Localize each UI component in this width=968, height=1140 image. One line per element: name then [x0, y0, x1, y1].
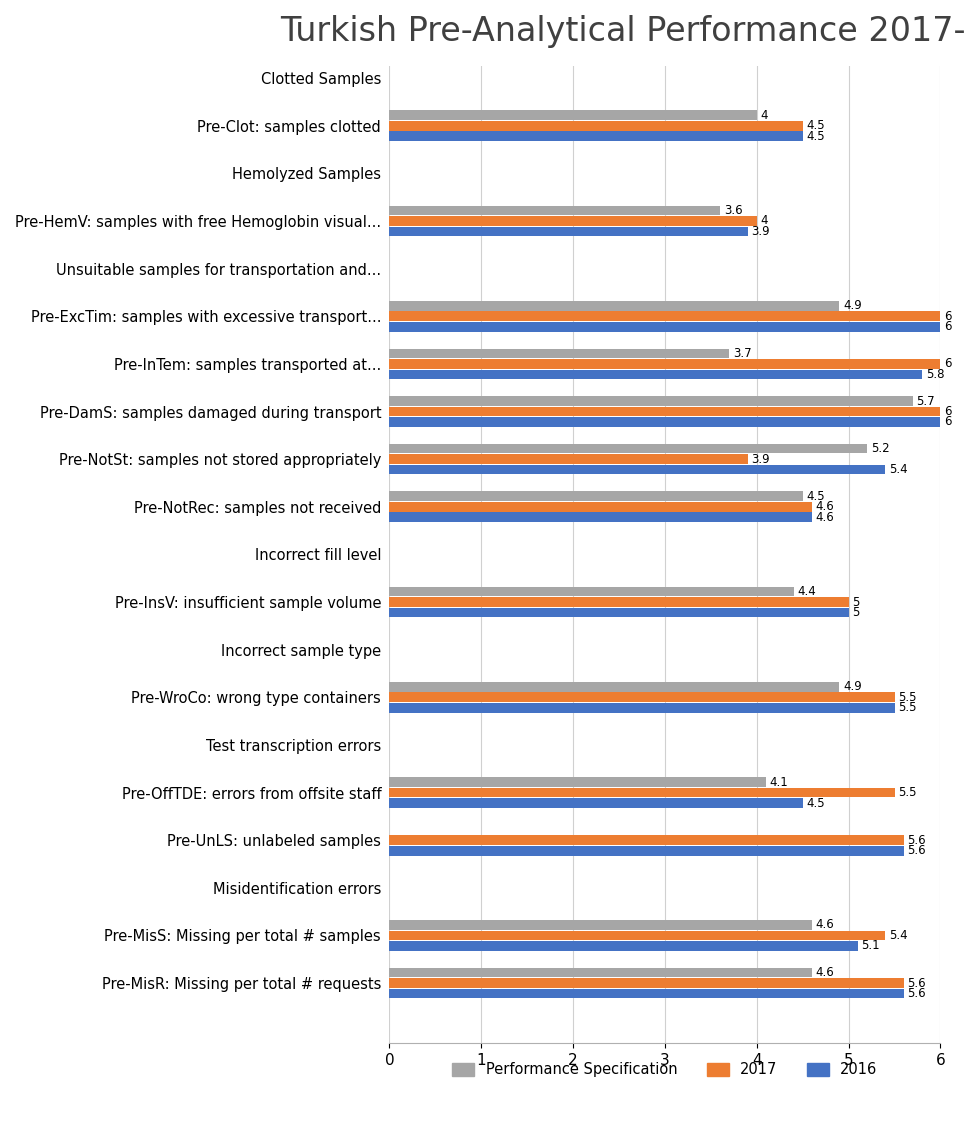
Bar — [389, 417, 941, 426]
Legend: Performance Specification, 2017, 2016: Performance Specification, 2017, 2016 — [445, 1054, 885, 1084]
Text: 5.4: 5.4 — [889, 929, 908, 942]
Text: 5.6: 5.6 — [907, 987, 926, 1000]
Bar — [389, 988, 904, 999]
Bar — [389, 301, 839, 310]
Bar — [389, 455, 747, 464]
Text: 5: 5 — [853, 595, 860, 609]
Text: 5.5: 5.5 — [898, 691, 917, 703]
Bar — [389, 942, 858, 951]
Bar — [389, 407, 941, 416]
Text: 4.5: 4.5 — [806, 120, 825, 132]
Text: 4.9: 4.9 — [843, 681, 862, 693]
Bar — [389, 978, 904, 988]
Bar — [389, 227, 747, 236]
Bar — [389, 587, 794, 596]
Text: 4.5: 4.5 — [806, 130, 825, 142]
Text: 5.5: 5.5 — [898, 701, 917, 715]
Text: 5.6: 5.6 — [907, 833, 926, 847]
Bar — [389, 788, 894, 797]
Text: 5.7: 5.7 — [917, 394, 935, 407]
Text: 5.2: 5.2 — [870, 442, 890, 455]
Bar — [389, 798, 802, 808]
Bar — [389, 349, 729, 358]
Text: 4.6: 4.6 — [816, 500, 834, 513]
Bar — [389, 397, 913, 406]
Text: 3.7: 3.7 — [733, 347, 751, 360]
Bar — [389, 682, 839, 692]
Text: 6: 6 — [944, 357, 952, 370]
Text: 6: 6 — [944, 320, 952, 333]
Bar — [389, 968, 812, 977]
Text: 4.9: 4.9 — [843, 300, 862, 312]
Text: 3.9: 3.9 — [751, 225, 770, 238]
Text: 5.6: 5.6 — [907, 845, 926, 857]
Bar — [389, 502, 812, 512]
Bar — [389, 703, 894, 712]
Bar — [389, 131, 802, 141]
Bar — [389, 512, 812, 522]
Text: 3.6: 3.6 — [724, 204, 742, 217]
Bar — [389, 491, 802, 502]
Text: 4: 4 — [761, 214, 768, 228]
Text: 5: 5 — [853, 606, 860, 619]
Bar — [389, 920, 812, 930]
Bar — [389, 217, 757, 226]
Bar — [389, 930, 886, 940]
Bar — [389, 608, 849, 618]
Bar — [389, 311, 941, 321]
Text: 5.5: 5.5 — [898, 787, 917, 799]
Bar — [389, 777, 766, 787]
Text: 6: 6 — [944, 415, 952, 429]
Text: 4.4: 4.4 — [798, 585, 816, 599]
Text: 5.4: 5.4 — [889, 463, 908, 477]
Bar — [389, 597, 849, 606]
Text: 6: 6 — [944, 310, 952, 323]
Text: 4.5: 4.5 — [806, 797, 825, 809]
Text: 5.1: 5.1 — [862, 939, 880, 952]
Text: 6: 6 — [944, 405, 952, 418]
Bar — [389, 321, 941, 332]
Bar — [389, 205, 720, 215]
Text: 5.6: 5.6 — [907, 977, 926, 990]
Text: 4.6: 4.6 — [816, 919, 834, 931]
Bar — [389, 836, 904, 845]
Text: 4.6: 4.6 — [816, 511, 834, 523]
Text: 4: 4 — [761, 108, 768, 122]
Bar — [389, 443, 867, 454]
Text: 3.9: 3.9 — [751, 453, 770, 465]
Bar — [389, 121, 802, 130]
Bar — [389, 465, 886, 474]
Text: 5.8: 5.8 — [925, 368, 945, 381]
Text: 4.6: 4.6 — [816, 966, 834, 979]
Bar — [389, 692, 894, 702]
Bar — [389, 369, 923, 380]
Text: 4.1: 4.1 — [770, 775, 788, 789]
Bar — [389, 111, 757, 120]
Bar — [389, 359, 941, 368]
Bar — [389, 846, 904, 855]
Text: 4.5: 4.5 — [806, 490, 825, 503]
Title: Turkish Pre-Analytical Performance 2017-2018: Turkish Pre-Analytical Performance 2017-… — [280, 15, 968, 48]
